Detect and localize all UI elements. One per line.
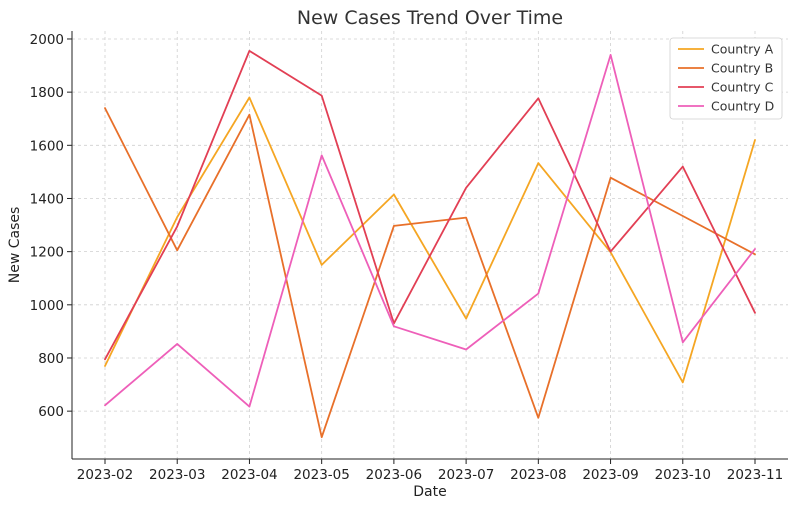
axes — [71, 31, 788, 460]
x-axis-label: Date — [413, 484, 446, 500]
chart-title: New Cases Trend Over Time — [297, 7, 563, 29]
x-tick-labels: 2023-02 2023-03 2023-04 2023-05 2023-06 2023-… — [77, 459, 783, 483]
series-line-country-d — [104, 54, 756, 408]
x-tick-label: 2023-08 — [510, 467, 566, 483]
series-line-country-c — [104, 50, 756, 361]
y-tick-label: 800 — [38, 351, 64, 367]
series-lines — [104, 50, 756, 439]
x-tick-label: 2023-10 — [655, 467, 711, 483]
y-tick-label: 600 — [38, 404, 64, 420]
y-tick-label: 2000 — [30, 32, 64, 48]
legend: Country A Country B Country C Country D — [669, 37, 783, 120]
x-tick-label: 2023-02 — [77, 467, 133, 483]
x-tick-label: 2023-11 — [727, 467, 783, 483]
x-tick-label: 2023-03 — [149, 467, 205, 483]
y-tick-label: 1600 — [30, 138, 64, 154]
y-tick-label: 1800 — [30, 85, 64, 101]
legend-label-country-d: Country D — [711, 99, 774, 114]
legend-box — [669, 37, 783, 120]
x-tick-label: 2023-07 — [438, 467, 494, 483]
legend-label-country-a: Country A — [711, 42, 774, 57]
x-tick-label: 2023-09 — [582, 467, 638, 483]
y-tick-label: 1400 — [30, 191, 64, 207]
legend-label-country-c: Country C — [711, 80, 774, 95]
x-tick-label: 2023-04 — [221, 467, 277, 483]
y-tick-label: 1000 — [30, 298, 64, 314]
x-tick-label: 2023-05 — [293, 467, 349, 483]
legend-label-country-b: Country B — [711, 61, 773, 76]
series-line-country-b — [104, 107, 756, 439]
y-tick-labels: 600 800 1000 1200 1400 1600 1800 2000 — [30, 32, 72, 420]
x-tick-label: 2023-06 — [366, 467, 422, 483]
y-tick-label: 1200 — [30, 245, 64, 261]
y-axis-label: New Cases — [7, 207, 23, 284]
